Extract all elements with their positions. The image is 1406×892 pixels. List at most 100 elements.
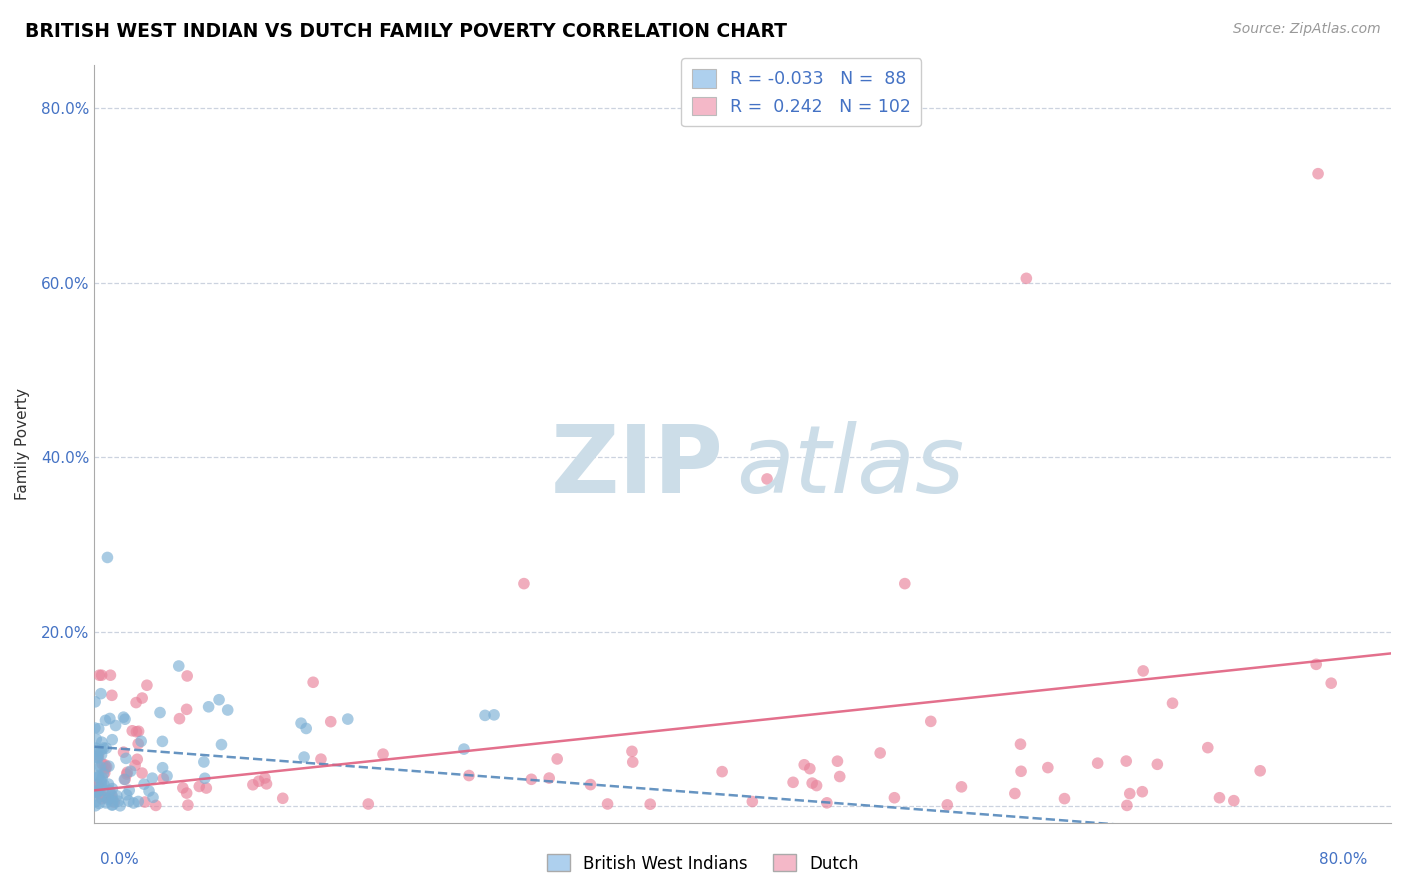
Point bbox=[894, 576, 917, 591]
Point bbox=[86, 744, 108, 758]
Point bbox=[295, 722, 318, 736]
Point bbox=[1053, 791, 1076, 805]
Point bbox=[98, 783, 121, 797]
Point bbox=[114, 712, 136, 726]
Point bbox=[152, 761, 174, 775]
Point bbox=[101, 688, 124, 702]
Point bbox=[149, 706, 172, 720]
Point bbox=[883, 790, 905, 805]
Point bbox=[741, 795, 763, 809]
Point bbox=[87, 777, 110, 791]
Point bbox=[121, 723, 143, 738]
Point bbox=[90, 774, 112, 789]
Point bbox=[131, 691, 153, 706]
Point bbox=[120, 764, 142, 779]
Point bbox=[84, 732, 107, 747]
Point bbox=[458, 768, 481, 782]
Point bbox=[91, 756, 114, 771]
Point bbox=[193, 755, 215, 769]
Point bbox=[94, 714, 117, 728]
Point bbox=[1146, 757, 1168, 772]
Point bbox=[96, 550, 118, 565]
Point bbox=[141, 771, 163, 785]
Point bbox=[112, 710, 135, 724]
Point bbox=[638, 797, 661, 812]
Point bbox=[138, 784, 160, 798]
Point bbox=[156, 769, 179, 783]
Point bbox=[118, 783, 141, 797]
Point bbox=[1015, 271, 1038, 285]
Point bbox=[131, 766, 153, 780]
Point bbox=[176, 786, 198, 800]
Point bbox=[90, 668, 112, 682]
Point bbox=[89, 759, 111, 773]
Point bbox=[125, 696, 148, 710]
Text: 80.0%: 80.0% bbox=[1319, 852, 1367, 867]
Point bbox=[482, 707, 505, 722]
Point bbox=[1320, 676, 1343, 690]
Point bbox=[127, 794, 149, 808]
Point bbox=[86, 750, 108, 764]
Point bbox=[87, 747, 110, 762]
Point bbox=[538, 771, 561, 785]
Point bbox=[101, 797, 124, 812]
Point bbox=[83, 721, 105, 735]
Point bbox=[112, 772, 135, 787]
Point bbox=[101, 732, 124, 747]
Point bbox=[799, 762, 821, 776]
Point bbox=[197, 699, 219, 714]
Point bbox=[815, 796, 838, 810]
Point bbox=[188, 780, 211, 794]
Point bbox=[93, 778, 115, 792]
Point bbox=[114, 772, 136, 787]
Point bbox=[125, 724, 148, 739]
Point bbox=[86, 770, 108, 784]
Point bbox=[84, 784, 107, 798]
Point bbox=[100, 791, 122, 805]
Point bbox=[87, 784, 110, 798]
Point bbox=[1010, 764, 1032, 779]
Point bbox=[94, 757, 117, 772]
Point bbox=[135, 678, 157, 692]
Point bbox=[132, 777, 155, 791]
Point bbox=[336, 712, 359, 726]
Point bbox=[546, 752, 568, 766]
Point bbox=[513, 576, 536, 591]
Point bbox=[474, 708, 496, 723]
Point bbox=[1208, 790, 1230, 805]
Point bbox=[84, 695, 107, 709]
Text: atlas: atlas bbox=[737, 421, 965, 512]
Point bbox=[167, 659, 190, 673]
Point bbox=[127, 737, 149, 751]
Point bbox=[87, 783, 110, 797]
Point bbox=[124, 758, 146, 772]
Point bbox=[87, 759, 110, 773]
Point bbox=[97, 792, 120, 806]
Point bbox=[806, 779, 828, 793]
Point bbox=[87, 722, 110, 736]
Point bbox=[256, 777, 278, 791]
Point bbox=[920, 714, 942, 729]
Point bbox=[107, 794, 129, 808]
Point bbox=[302, 675, 325, 690]
Point bbox=[1130, 785, 1153, 799]
Point bbox=[94, 796, 117, 810]
Point bbox=[453, 742, 475, 756]
Point bbox=[115, 788, 138, 802]
Point bbox=[1223, 794, 1246, 808]
Point bbox=[118, 794, 141, 808]
Point bbox=[217, 703, 239, 717]
Point bbox=[292, 750, 315, 764]
Point bbox=[211, 738, 233, 752]
Point bbox=[104, 718, 127, 732]
Point bbox=[103, 795, 125, 809]
Point bbox=[152, 734, 174, 748]
Point bbox=[177, 798, 200, 813]
Point bbox=[1161, 696, 1184, 710]
Point bbox=[242, 778, 264, 792]
Point bbox=[128, 724, 150, 739]
Point bbox=[90, 747, 112, 762]
Point bbox=[97, 759, 120, 773]
Legend: R = -0.033   N =  88, R =  0.242   N = 102: R = -0.033 N = 88, R = 0.242 N = 102 bbox=[681, 58, 921, 127]
Text: BRITISH WEST INDIAN VS DUTCH FAMILY POVERTY CORRELATION CHART: BRITISH WEST INDIAN VS DUTCH FAMILY POVE… bbox=[25, 22, 787, 41]
